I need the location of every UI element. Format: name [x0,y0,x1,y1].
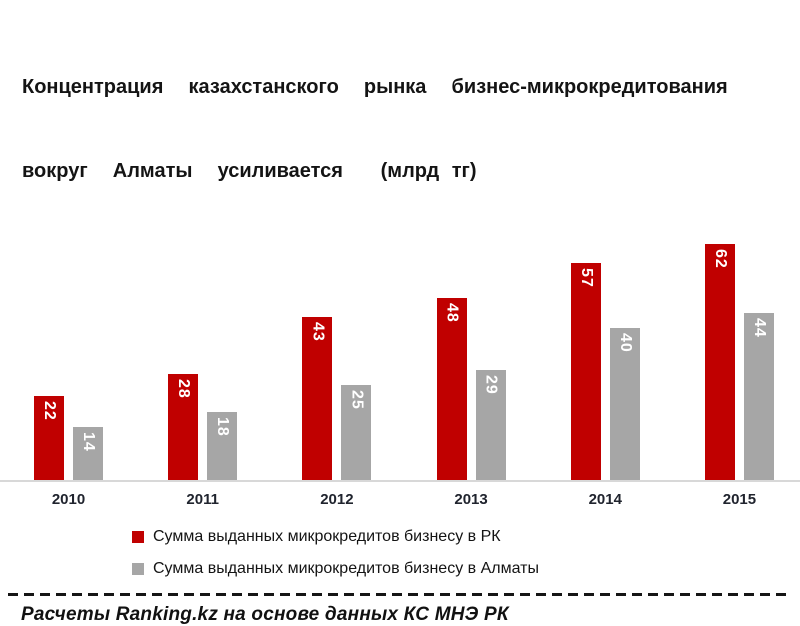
bar-almaty: 18 [207,411,238,480]
legend: Сумма выданных микрокредитов бизнесу в Р… [132,528,800,578]
bar-group: 62 44 [704,244,774,480]
chart-title-line1: Концентрация казахстанского рынка бизнес… [22,76,728,98]
legend-swatch-red-icon [132,531,144,543]
bar-rk: 48 [436,297,467,480]
plot-area: 22 14 28 18 43 25 48 29 57 40 62 44 [0,233,800,480]
x-axis-label: 2014 [588,491,622,508]
bar-almaty: 40 [609,328,640,480]
bar-value-label: 18 [214,416,232,437]
bar-group: 22 14 [34,396,103,480]
x-axis-labels: 2010 2011 2012 2013 2014 2015 [0,482,800,508]
bar-almaty: 14 [73,426,103,480]
bar-rk: 28 [168,373,199,480]
bar-almaty: 44 [743,312,774,480]
bar-value-label: 48 [443,302,461,323]
plot-wrapper: 22 14 28 18 43 25 48 29 57 40 62 44 [0,233,800,482]
x-axis-label: 2012 [320,491,354,508]
legend-label-rk: Сумма выданных микрокредитов бизнесу в Р… [153,528,501,545]
chart-title-line2: вокруг Алматы усиливается (млрд тг) [22,160,477,182]
x-axis-label: 2013 [454,491,488,508]
bar-almaty: 25 [341,385,372,480]
legend-item-rk: Сумма выданных микрокредитов бизнесу в Р… [132,528,800,546]
source-note: Расчеты Ranking.kz на основе данных КС М… [21,604,509,625]
bar-group: 57 40 [570,263,640,480]
bar-value-label: 57 [577,268,595,289]
bar-rk: 57 [570,263,601,480]
bar-value-label: 25 [348,390,366,410]
dashed-separator [8,593,792,596]
bar-value-label: 29 [482,374,500,395]
bar-value-label: 43 [309,321,327,342]
bar-value-label: 62 [711,249,729,270]
bar-value-label: 22 [41,401,58,422]
bar-group: 43 25 [302,316,372,480]
legend-label-almaty: Сумма выданных микрокредитов бизнесу в А… [153,560,539,577]
bar-value-label: 40 [616,333,634,353]
bar-value-label: 28 [175,378,193,399]
bar-rk: 62 [704,244,735,480]
x-axis-label: 2015 [722,491,757,508]
bar-group: 28 18 [168,373,238,480]
bar-almaty: 29 [475,369,506,480]
x-axis-label: 2011 [186,491,219,508]
legend-swatch-gray-icon [132,563,144,575]
chart-title: Концентрация казахстанского рынка бизнес… [22,17,745,213]
bar-rk: 22 [34,396,64,480]
bar-value-label: 14 [80,431,97,452]
legend-item-almaty: Сумма выданных микрокредитов бизнесу в А… [132,560,800,578]
bar-rk: 43 [302,316,333,480]
bar-value-label: 44 [750,317,768,338]
x-axis-label: 2010 [51,491,86,508]
bar-group: 48 29 [436,297,506,480]
